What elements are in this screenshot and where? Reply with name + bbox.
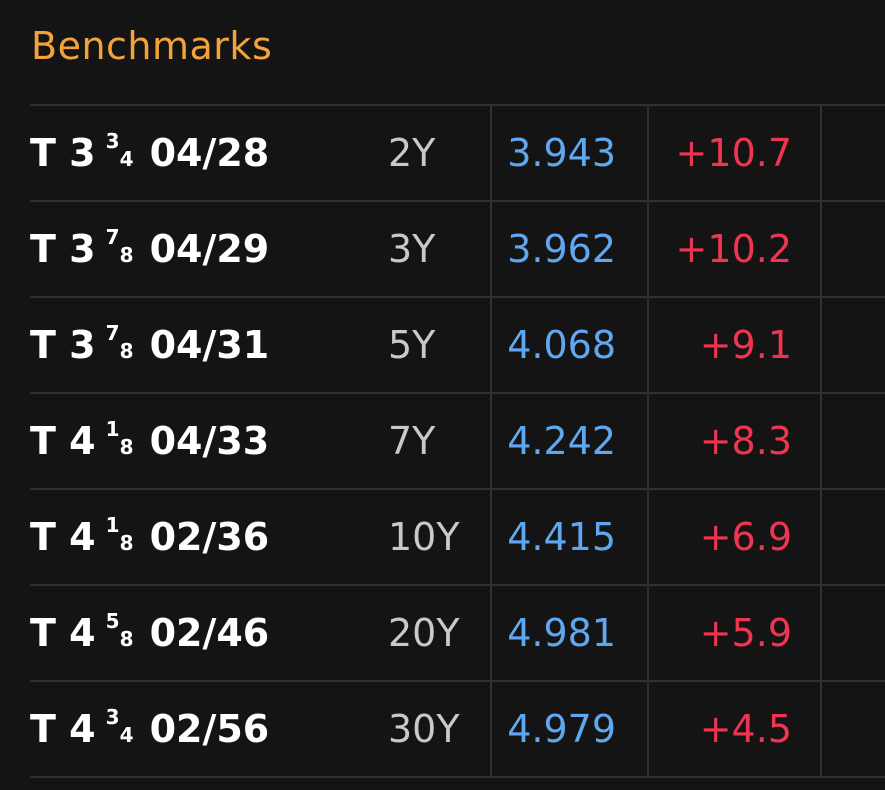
maturity: 04/33 (149, 419, 270, 463)
yield-value: 4.981 (490, 586, 647, 680)
coupon-numerator: 5 (105, 608, 120, 633)
yield-change: +4.5 (647, 682, 822, 776)
table-row[interactable]: T 3 7 8 04/31 5Y 4.068 +9.1 (30, 298, 885, 394)
table-row[interactable]: T 4 3 4 02/56 30Y 4.979 +4.5 (30, 682, 885, 778)
yield-text: 4.415 (507, 515, 616, 559)
benchmarks-table: T 3 3 4 04/28 2Y 3.943 +10.7 T 3 7 8 04/29 3Y 3.962 +… (30, 104, 885, 778)
tenor: 7Y (388, 419, 436, 463)
maturity: 04/28 (149, 131, 270, 175)
coupon-denominator: 8 (119, 338, 134, 363)
extra-column (820, 298, 885, 392)
security-name: T 3 7 8 04/29 (30, 202, 390, 296)
yield-value: 3.943 (490, 106, 647, 200)
maturity: 02/36 (149, 515, 270, 559)
coupon-whole: 3 (69, 131, 96, 175)
coupon-denominator: 4 (119, 146, 134, 171)
extra-column (820, 106, 885, 200)
extra-column (820, 394, 885, 488)
extra-column (820, 586, 885, 680)
security-name: T 3 7 8 04/31 (30, 298, 390, 392)
coupon-whole: 4 (69, 515, 96, 559)
ticker-prefix: T (30, 419, 56, 463)
yield-text: 4.981 (507, 611, 616, 655)
ticker-prefix: T (30, 227, 56, 271)
extra-column (820, 682, 885, 776)
yield-value: 4.068 (490, 298, 647, 392)
table-row[interactable]: T 3 3 4 04/28 2Y 3.943 +10.7 (30, 106, 885, 202)
yield-value: 4.979 (490, 682, 647, 776)
extra-column (820, 490, 885, 584)
yield-change: +6.9 (647, 490, 822, 584)
coupon-numerator: 3 (105, 704, 120, 729)
security-name: T 4 5 8 02/46 (30, 586, 390, 680)
security-name: T 3 3 4 04/28 (30, 106, 390, 200)
yield-change: +8.3 (647, 394, 822, 488)
coupon-numerator: 1 (105, 416, 120, 441)
coupon-denominator: 8 (119, 530, 134, 555)
yield-text: 4.242 (507, 419, 616, 463)
coupon-whole: 4 (69, 419, 96, 463)
yield-value: 4.415 (490, 490, 647, 584)
security-name: T 4 1 8 04/33 (30, 394, 390, 488)
yield-value: 4.242 (490, 394, 647, 488)
maturity: 02/56 (149, 707, 270, 751)
yield-text: 3.962 (507, 227, 616, 271)
tenor: 20Y (388, 611, 460, 655)
extra-column (820, 202, 885, 296)
tenor: 10Y (388, 515, 460, 559)
table-row[interactable]: T 4 5 8 02/46 20Y 4.981 +5.9 (30, 586, 885, 682)
coupon-numerator: 7 (105, 320, 120, 345)
yield-value: 3.962 (490, 202, 647, 296)
coupon-whole: 3 (69, 323, 96, 367)
tenor: 5Y (388, 323, 436, 367)
yield-change: +10.2 (647, 202, 822, 296)
coupon-whole: 4 (69, 707, 96, 751)
ticker-prefix: T (30, 515, 56, 559)
yield-text: 4.979 (507, 707, 616, 751)
tenor: 30Y (388, 707, 460, 751)
yield-text: 4.068 (507, 323, 616, 367)
table-row[interactable]: T 4 1 8 04/33 7Y 4.242 +8.3 (30, 394, 885, 490)
table-row[interactable]: T 3 7 8 04/29 3Y 3.962 +10.2 (30, 202, 885, 298)
coupon-denominator: 8 (119, 626, 134, 651)
maturity: 04/31 (149, 323, 270, 367)
ticker-prefix: T (30, 611, 56, 655)
tenor: 3Y (388, 227, 436, 271)
maturity: 04/29 (149, 227, 270, 271)
yield-change: +5.9 (647, 586, 822, 680)
coupon-denominator: 8 (119, 434, 134, 459)
coupon-denominator: 8 (119, 242, 134, 267)
panel-title: Benchmarks (31, 24, 273, 68)
tenor: 2Y (388, 131, 436, 175)
maturity: 02/46 (149, 611, 270, 655)
security-name: T 4 3 4 02/56 (30, 682, 390, 776)
coupon-whole: 3 (69, 227, 96, 271)
yield-text: 3.943 (507, 131, 616, 175)
yield-change: +10.7 (647, 106, 822, 200)
ticker-prefix: T (30, 131, 56, 175)
coupon-numerator: 1 (105, 512, 120, 537)
coupon-denominator: 4 (119, 722, 134, 747)
ticker-prefix: T (30, 707, 56, 751)
table-row[interactable]: T 4 1 8 02/36 10Y 4.415 +6.9 (30, 490, 885, 586)
coupon-numerator: 7 (105, 224, 120, 249)
coupon-numerator: 3 (105, 128, 120, 153)
security-name: T 4 1 8 02/36 (30, 490, 390, 584)
ticker-prefix: T (30, 323, 56, 367)
coupon-whole: 4 (69, 611, 96, 655)
yield-change: +9.1 (647, 298, 822, 392)
